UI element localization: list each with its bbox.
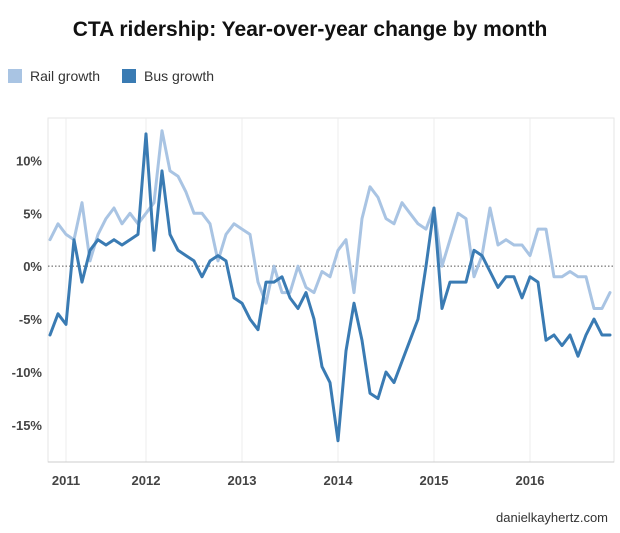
x-tick-label-2013: 2013	[228, 473, 257, 488]
x-tick-label-2012: 2012	[132, 473, 161, 488]
plot-area	[47, 117, 615, 463]
y-tick-label-5: -15%	[12, 418, 43, 433]
legend-item-bus: Bus growth	[122, 68, 214, 84]
legend-swatch-rail	[8, 69, 22, 83]
y-tick-label-0: 10%	[16, 153, 42, 168]
x-tick-label-2015: 2015	[420, 473, 449, 488]
credit-text: danielkayhertz.com	[496, 510, 608, 525]
x-tick-label-2014: 2014	[324, 473, 354, 488]
legend-label-bus: Bus growth	[144, 68, 215, 84]
legend-item-rail: Rail growth	[8, 68, 100, 84]
chart-title: CTA ridership: Year-over-year change by …	[72, 18, 548, 41]
series-line-bus	[48, 132, 612, 443]
y-tick-label-2: 0%	[23, 259, 42, 274]
x-tick-label-2016: 2016	[516, 473, 545, 488]
y-tick-label-4: -10%	[12, 365, 43, 380]
legend-swatch-bus	[122, 69, 137, 83]
series-line-rail	[48, 129, 612, 310]
y-tick-label-3: -5%	[19, 312, 43, 327]
x-tick-label-2011: 2011	[52, 473, 80, 488]
y-tick-label-1: 5%	[23, 206, 42, 221]
legend: Rail growth Bus growth	[8, 68, 214, 84]
legend-label-rail: Rail growth	[30, 68, 101, 84]
